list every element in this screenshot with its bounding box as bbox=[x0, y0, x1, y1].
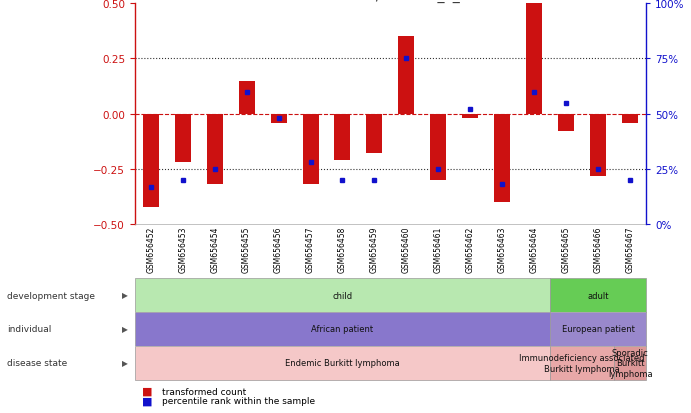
Bar bbox=[622, 114, 638, 123]
Text: Endemic Burkitt lymphoma: Endemic Burkitt lymphoma bbox=[285, 358, 400, 368]
Text: Sporadic
Burkitt
lymphoma: Sporadic Burkitt lymphoma bbox=[608, 348, 652, 378]
Bar bbox=[558, 114, 574, 132]
Bar bbox=[175, 114, 191, 163]
Bar bbox=[207, 114, 223, 185]
Bar bbox=[614, 346, 646, 380]
Bar bbox=[590, 114, 606, 176]
Bar bbox=[494, 114, 510, 203]
Text: development stage: development stage bbox=[7, 291, 95, 300]
Bar bbox=[366, 114, 382, 154]
Bar bbox=[430, 114, 446, 180]
Text: percentile rank within the sample: percentile rank within the sample bbox=[162, 396, 316, 405]
Bar bbox=[334, 114, 350, 161]
Text: ■: ■ bbox=[142, 395, 152, 405]
Text: transformed count: transformed count bbox=[162, 387, 247, 396]
Bar bbox=[143, 114, 159, 207]
Bar bbox=[550, 278, 646, 312]
Bar bbox=[550, 312, 646, 346]
Text: European patient: European patient bbox=[562, 325, 634, 334]
Text: ▶: ▶ bbox=[122, 291, 128, 300]
Text: Immunodeficiency associated
Burkitt lymphoma: Immunodeficiency associated Burkitt lymp… bbox=[520, 354, 645, 373]
Bar bbox=[135, 278, 550, 312]
Text: ▶: ▶ bbox=[122, 358, 128, 368]
Bar bbox=[271, 114, 287, 123]
Text: child: child bbox=[332, 291, 352, 300]
Bar bbox=[399, 37, 415, 114]
Title: GDS3901 / 217075_x_at: GDS3901 / 217075_x_at bbox=[307, 0, 474, 3]
Bar bbox=[238, 81, 254, 114]
Bar bbox=[303, 114, 319, 185]
Bar bbox=[550, 346, 614, 380]
Bar bbox=[462, 114, 478, 119]
Text: ■: ■ bbox=[142, 386, 152, 396]
Text: individual: individual bbox=[7, 325, 51, 334]
Text: ▶: ▶ bbox=[122, 325, 128, 334]
Text: disease state: disease state bbox=[7, 358, 67, 368]
Bar bbox=[527, 4, 542, 114]
Bar bbox=[135, 346, 550, 380]
Text: adult: adult bbox=[587, 291, 609, 300]
Bar bbox=[135, 312, 550, 346]
Text: African patient: African patient bbox=[312, 325, 374, 334]
